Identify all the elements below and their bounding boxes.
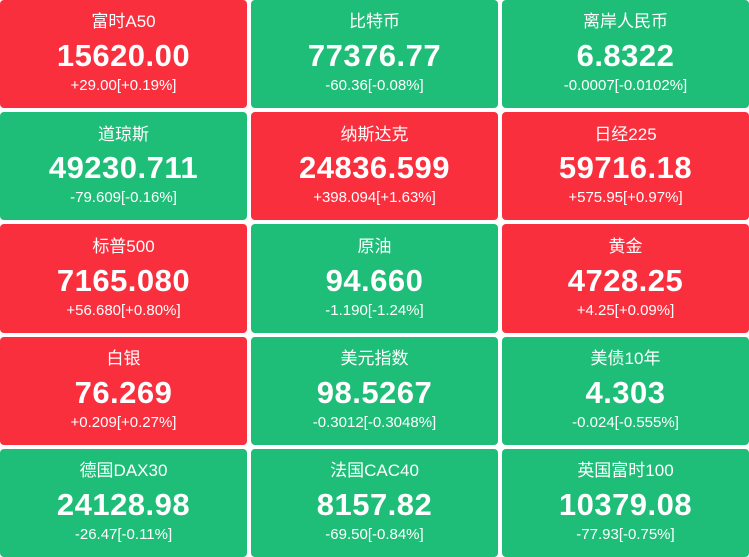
quote-price: 76.269	[74, 374, 173, 410]
quote-price: 77376.77	[307, 38, 442, 74]
quote-price: 10379.08	[558, 486, 693, 522]
quote-change: -60.36[-0.08%]	[325, 77, 424, 95]
quote-instrument-name: 道琼斯	[98, 124, 149, 144]
quote-tile-13[interactable]: 法国CAC40 8157.82 -69.50[-0.84%]	[251, 448, 498, 557]
quote-tile-5[interactable]: 日经225 59716.18 +575.95[+0.97%]	[502, 112, 749, 221]
quote-price: 6.8322	[576, 38, 675, 74]
quote-tile-1[interactable]: 比特币 77376.77 -60.36[-0.08%]	[251, 0, 498, 109]
quote-change: -79.609[-0.16%]	[70, 189, 177, 207]
quote-price: 98.5267	[316, 374, 433, 410]
quote-change: +29.00[+0.19%]	[70, 77, 177, 95]
quote-change: +575.95[+0.97%]	[568, 189, 683, 207]
quote-instrument-name: 美元指数	[340, 349, 409, 369]
quote-instrument-name: 法国CAC40	[330, 461, 419, 481]
quote-instrument-name: 离岸人民币	[583, 12, 668, 32]
quote-price: 15620.00	[56, 38, 191, 74]
quote-change: -26.47[-0.11%]	[74, 526, 173, 544]
quote-change: -69.50[-0.84%]	[325, 526, 424, 544]
quote-price: 24128.98	[56, 486, 191, 522]
quote-instrument-name: 比特币	[349, 12, 400, 32]
quote-instrument-name: 德国DAX30	[79, 461, 168, 481]
quote-tile-0[interactable]: 富时A50 15620.00 +29.00[+0.19%]	[0, 0, 247, 109]
quote-change: -0.3012[-0.3048%]	[312, 413, 437, 431]
quote-price: 7165.080	[56, 262, 191, 298]
quote-tile-8[interactable]: 黄金 4728.25 +4.25[+0.09%]	[502, 224, 749, 333]
quote-change: +56.680[+0.80%]	[66, 301, 181, 319]
quote-instrument-name: 富时A50	[91, 12, 156, 32]
quote-change: -1.190[-1.24%]	[325, 301, 424, 319]
quote-price: 49230.711	[48, 150, 199, 186]
quote-tile-6[interactable]: 标普500 7165.080 +56.680[+0.80%]	[0, 224, 247, 333]
quote-instrument-name: 白银	[106, 349, 141, 369]
quote-price: 4.303	[585, 374, 666, 410]
quote-tile-4[interactable]: 纳斯达克 24836.599 +398.094[+1.63%]	[251, 112, 498, 221]
quote-tile-3[interactable]: 道琼斯 49230.711 -79.609[-0.16%]	[0, 112, 247, 221]
quote-tile-7[interactable]: 原油 94.660 -1.190[-1.24%]	[251, 224, 498, 333]
quote-instrument-name: 纳斯达克	[340, 124, 409, 144]
quote-instrument-name: 日经225	[594, 124, 657, 144]
quote-price: 94.660	[325, 262, 424, 298]
quote-change: -0.024[-0.555%]	[572, 413, 679, 431]
quote-change: +4.25[+0.09%]	[576, 301, 675, 319]
quote-change: +0.209[+0.27%]	[70, 413, 177, 431]
quote-price: 24836.599	[298, 150, 451, 186]
quote-instrument-name: 标普500	[92, 236, 155, 256]
quote-change: +398.094[+1.63%]	[313, 189, 436, 207]
quote-instrument-name: 英国富时100	[577, 461, 674, 481]
quote-tile-12[interactable]: 德国DAX30 24128.98 -26.47[-0.11%]	[0, 448, 247, 557]
quote-price: 8157.82	[316, 486, 433, 522]
quote-tile-10[interactable]: 美元指数 98.5267 -0.3012[-0.3048%]	[251, 336, 498, 445]
quote-change: -77.93[-0.75%]	[576, 526, 675, 544]
quote-price: 59716.18	[558, 150, 693, 186]
quote-instrument-name: 美债10年	[590, 349, 661, 369]
quote-tile-9[interactable]: 白银 76.269 +0.209[+0.27%]	[0, 336, 247, 445]
quote-price: 4728.25	[567, 262, 684, 298]
quote-tile-2[interactable]: 离岸人民币 6.8322 -0.0007[-0.0102%]	[502, 0, 749, 109]
quote-change: -0.0007[-0.0102%]	[563, 77, 688, 95]
quote-instrument-name: 黄金	[608, 236, 643, 256]
quote-instrument-name: 原油	[357, 236, 392, 256]
quote-tile-11[interactable]: 美债10年 4.303 -0.024[-0.555%]	[502, 336, 749, 445]
quote-tile-14[interactable]: 英国富时100 10379.08 -77.93[-0.75%]	[502, 448, 749, 557]
